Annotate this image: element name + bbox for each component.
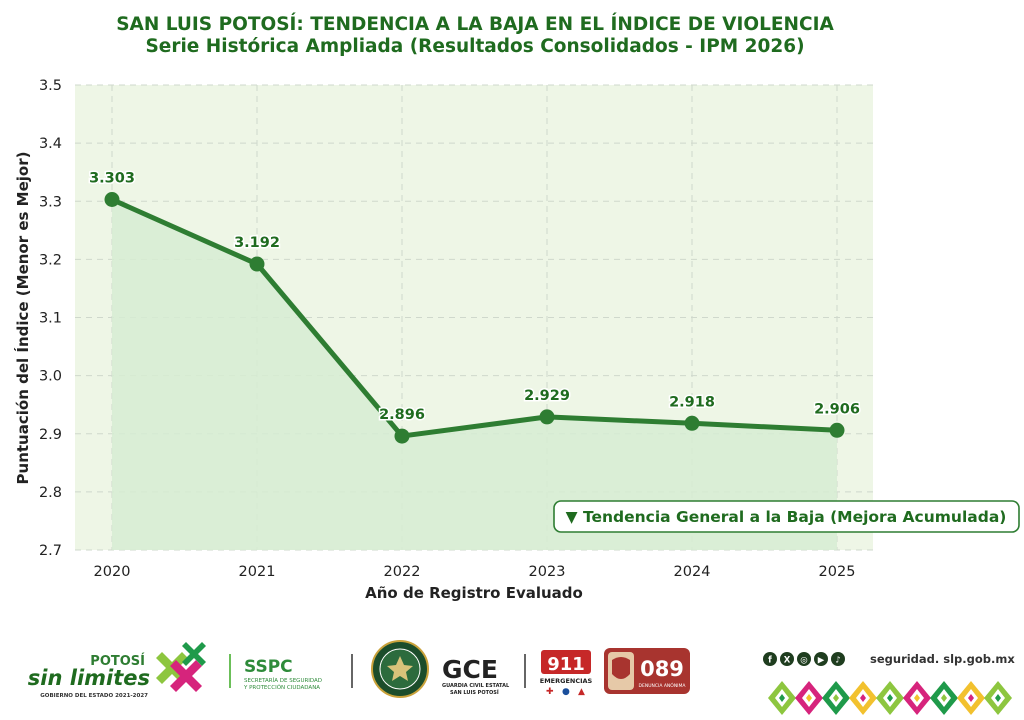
facebook-icon[interactable]: f [763, 652, 777, 666]
instagram-icon[interactable]: ◎ [797, 652, 811, 666]
svg-text:GUARDIA CIVIL ESTATAL: GUARDIA CIVIL ESTATAL [442, 683, 510, 689]
svg-text:●: ● [562, 687, 570, 697]
svg-text:EMERGENCIAS: EMERGENCIAS [540, 677, 593, 685]
y-tick-label: 3.0 [39, 369, 62, 385]
y-tick-label: 2.7 [39, 543, 62, 559]
svg-text:SSPC: SSPC [244, 657, 293, 677]
y-tick-label: 3.5 [39, 78, 62, 94]
svg-text:POTOSÍ: POTOSÍ [90, 653, 145, 669]
data-labels: 3.303 3.192 2.896 2.929 2.918 2.906 [88, 169, 862, 425]
x-axis-label: Año de Registro Evaluado [365, 584, 583, 602]
y-tick-label: 2.8 [39, 485, 62, 501]
line-chart: 3.303 3.192 2.896 2.929 2.918 2.906 2.7 2.8 2.9… [13, 78, 1020, 602]
grid [75, 84, 873, 551]
chart-title: SAN LUIS POTOSÍ: TENDENCIA A LA BAJA EN … [116, 14, 834, 35]
data-label: 3.192 [234, 235, 280, 251]
svg-text:♪: ♪ [835, 656, 840, 666]
series-line [109, 197, 840, 439]
svg-text:DENUNCIA ANÓNIMA: DENUNCIA ANÓNIMA [639, 682, 687, 689]
data-point [829, 422, 845, 438]
y-tick-labels: 2.7 2.8 2.9 3.0 3.1 3.2 3.3 3.4 3.5 [39, 78, 62, 559]
sspc-logo: SSPC SECRETARÍA DE SEGURIDAD Y PROTECCIÓ… [243, 657, 322, 691]
x-tick-label: 2025 [819, 564, 856, 580]
data-point [539, 409, 555, 425]
area-fill [112, 199, 837, 550]
data-label: 3.303 [89, 171, 135, 187]
data-label: 2.906 [814, 401, 860, 417]
svg-text:SECRETARÍA DE SEGURIDAD: SECRETARÍA DE SEGURIDAD [244, 677, 322, 684]
y-tick-label: 2.9 [39, 427, 62, 443]
potosi-logo: POTOSÍ sin limites GOBIERNO DEL ESTADO 2… [28, 642, 206, 699]
svg-text:▶: ▶ [818, 656, 825, 666]
gce-logo: GCE GUARDIA CIVIL ESTATAL SAN LUIS POTOS… [442, 655, 510, 696]
y-tick-label: 3.3 [39, 194, 62, 210]
data-points [104, 192, 845, 444]
y-axis-label: Puntuación del Índice (Menor es Mejor) [13, 152, 32, 485]
x-tick-label: 2020 [94, 564, 131, 580]
footer-logos: POTOSÍ sin limites GOBIERNO DEL ESTADO 2… [28, 640, 1015, 715]
x-icon[interactable]: X [780, 652, 794, 666]
y-tick-label: 3.2 [39, 252, 62, 268]
data-label: 2.896 [379, 407, 425, 423]
svg-text:X: X [784, 656, 791, 666]
annotation-box: ▼ Tendencia General a la Baja (Mejora Ac… [553, 500, 1020, 533]
data-label: 2.918 [669, 394, 715, 410]
svg-text:SAN LUIS POTOSÍ: SAN LUIS POTOSÍ [450, 688, 499, 696]
data-point [249, 256, 265, 272]
x-tick-label: 2022 [384, 564, 421, 580]
data-point [394, 428, 410, 444]
y-tick-label: 3.4 [39, 136, 62, 152]
tiktok-icon[interactable]: ♪ [831, 652, 845, 666]
svg-text:911: 911 [547, 654, 585, 675]
svg-text:GOBIERNO DEL ESTADO 2021-2027: GOBIERNO DEL ESTADO 2021-2027 [40, 693, 148, 699]
svg-text:✚: ✚ [546, 687, 554, 697]
chart-title-block: SAN LUIS POTOSÍ: TENDENCIA A LA BAJA EN … [0, 14, 950, 58]
social-icons: f X ◎ ▶ ♪ [763, 652, 845, 666]
chart-subtitle: Serie Histórica Ampliada (Resultados Con… [145, 36, 805, 57]
x-tick-label: 2024 [674, 564, 711, 580]
youtube-icon[interactable]: ▶ [814, 652, 828, 666]
guardia-civil-badge-icon [371, 640, 429, 698]
x-tick-label: 2023 [529, 564, 566, 580]
svg-text:▲: ▲ [578, 687, 585, 697]
svg-text:sin limites: sin limites [28, 666, 150, 690]
emergency-911-logo: 911 EMERGENCIAS ✚ ● ▲ [540, 650, 593, 697]
data-label: 2.929 [524, 388, 570, 404]
svg-text:Y PROTECCIÓN CIUDADANA: Y PROTECCIÓN CIUDADANA [243, 684, 320, 691]
svg-text:GCE: GCE [442, 655, 498, 684]
x-tick-label: 2021 [239, 564, 276, 580]
data-point [684, 415, 700, 431]
website-url[interactable]: seguridad. slp.gob.mx [870, 652, 1015, 666]
x-tick-labels: 2020 2021 2022 2023 2024 2025 [94, 564, 856, 580]
decorative-pattern [768, 681, 1012, 715]
svg-text:f: f [768, 656, 772, 666]
annotation-text: ▼ Tendencia General a la Baja (Mejora Ac… [566, 508, 1007, 526]
potosi-x-emblem [156, 642, 206, 692]
y-tick-label: 3.1 [39, 311, 62, 327]
data-point [104, 192, 120, 208]
svg-text:◎: ◎ [800, 656, 807, 666]
denuncia-089-logo: 089 DENUNCIA ANÓNIMA [604, 648, 690, 694]
svg-text:089: 089 [640, 657, 684, 681]
